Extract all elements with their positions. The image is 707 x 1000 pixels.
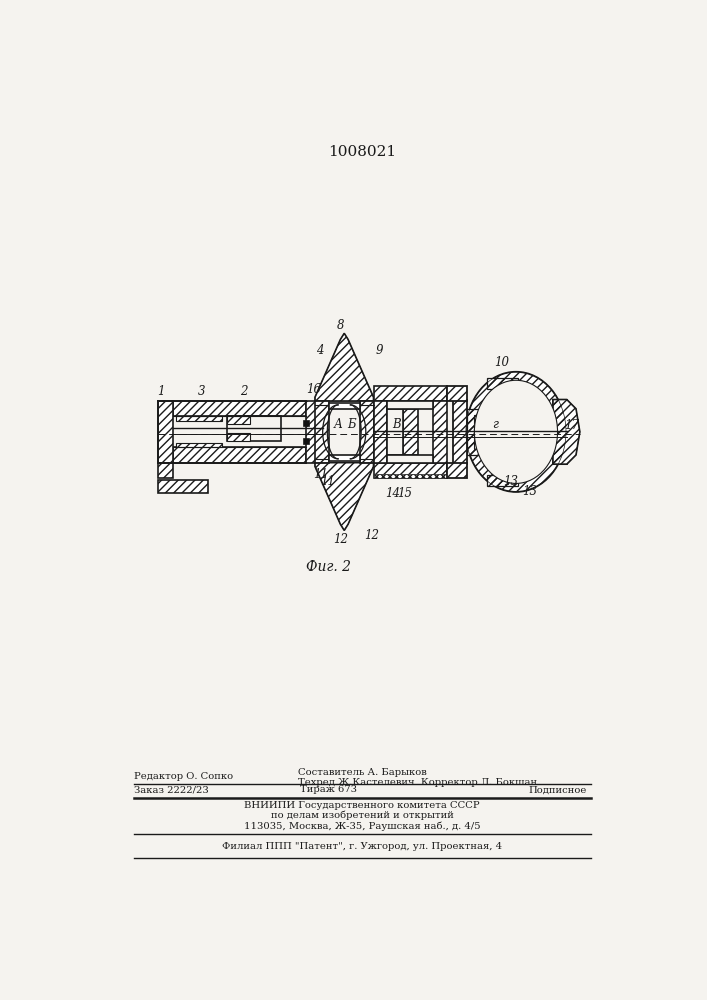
Bar [553, 400, 567, 464]
Text: 13: 13 [522, 485, 537, 498]
Text: 2: 2 [240, 385, 248, 398]
Bar [227, 433, 250, 441]
Text: 4: 4 [316, 344, 323, 358]
Text: Техред Ж.Кастелевич  Корректор Л. Бокшан: Техред Ж.Кастелевич Корректор Л. Бокшан [298, 778, 537, 787]
Text: 1008021: 1008021 [328, 145, 396, 159]
Text: Филиал ППП "Патент", г. Ужгород, ул. Проектная, 4: Филиал ППП "Патент", г. Ужгород, ул. Про… [222, 842, 502, 851]
Bar [387, 409, 403, 455]
Bar [158, 480, 208, 493]
Text: 10: 10 [493, 356, 509, 369]
Ellipse shape [474, 380, 558, 483]
Bar [373, 474, 447, 478]
Bar [329, 403, 360, 409]
Bar [373, 463, 447, 478]
Bar [173, 401, 305, 416]
Polygon shape [553, 400, 580, 464]
Text: 1: 1 [157, 385, 165, 398]
Bar [175, 443, 222, 447]
Bar [373, 401, 387, 463]
Bar [303, 438, 309, 444]
Text: г: г [492, 418, 498, 431]
Text: Подписное: Подписное [528, 785, 587, 794]
Text: В: В [392, 418, 401, 431]
Bar [467, 409, 506, 455]
Bar [227, 416, 250, 424]
Bar [452, 400, 467, 464]
Bar [305, 401, 322, 463]
Bar [487, 475, 518, 486]
Bar [447, 463, 467, 478]
Bar [315, 401, 329, 463]
Text: 11: 11 [320, 475, 335, 488]
Text: Б: Б [348, 418, 356, 431]
Bar [158, 463, 173, 478]
Polygon shape [315, 463, 373, 530]
Text: 12: 12 [333, 533, 348, 546]
Bar [158, 401, 173, 463]
Text: 16: 16 [306, 383, 321, 396]
Bar [329, 455, 360, 461]
Text: 15: 15 [397, 487, 411, 500]
Text: ВНИИПИ Государственного комитета СССР: ВНИИПИ Государственного комитета СССР [244, 801, 480, 810]
Bar [487, 378, 518, 389]
Text: 3: 3 [198, 385, 206, 398]
Polygon shape [315, 333, 373, 401]
Bar [303, 420, 309, 426]
Text: Редактор О. Сопко: Редактор О. Сопко [134, 772, 233, 781]
Text: по делам изобретений и открытий: по делам изобретений и открытий [271, 811, 453, 820]
Bar [387, 401, 433, 409]
Bar [227, 416, 281, 441]
Bar [447, 386, 467, 401]
Text: 14: 14 [385, 487, 400, 500]
Text: Тираж 673: Тираж 673 [300, 785, 357, 794]
Text: А: А [334, 418, 342, 431]
Bar [387, 455, 433, 463]
Text: 13: 13 [503, 475, 518, 488]
Bar [433, 401, 447, 463]
Bar [173, 447, 305, 463]
Text: 9: 9 [375, 344, 382, 358]
Text: 17: 17 [565, 419, 580, 432]
Text: Фиг. 2: Фиг. 2 [306, 560, 351, 574]
Text: Составитель А. Барыков: Составитель А. Барыков [298, 768, 427, 777]
Text: Заказ 2222/23: Заказ 2222/23 [134, 785, 209, 794]
Text: 12: 12 [363, 529, 379, 542]
Text: 11: 11 [314, 468, 329, 481]
Text: 113035, Москва, Ж-35, Раушская наб., д. 4/5: 113035, Москва, Ж-35, Раушская наб., д. … [244, 821, 480, 831]
Bar [373, 386, 447, 401]
Ellipse shape [466, 372, 566, 492]
Bar [403, 409, 418, 455]
Bar [360, 401, 373, 463]
Bar [474, 415, 498, 449]
Bar [175, 416, 222, 421]
Text: 8: 8 [337, 319, 344, 332]
